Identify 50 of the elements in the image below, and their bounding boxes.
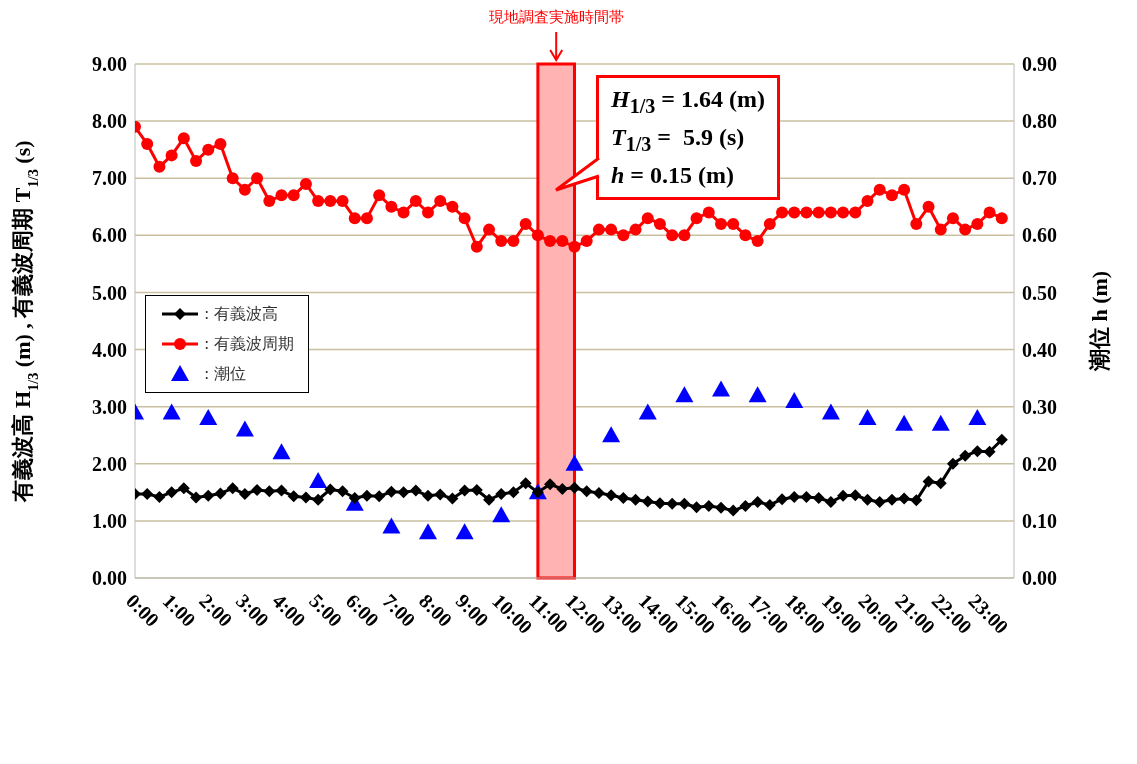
- legend-label: : 有義波高: [204, 303, 279, 325]
- point: [492, 506, 511, 523]
- y-tick-label: 6.00: [92, 224, 127, 247]
- point: [382, 517, 401, 534]
- y-tick-label: 8.00: [92, 110, 127, 133]
- y-tick-label: 7.00: [92, 167, 127, 190]
- point: [199, 409, 218, 426]
- point: [602, 426, 621, 443]
- y2-axis-title: 潮位 h (m): [1087, 270, 1112, 373]
- y2-tick-label: 0.80: [1022, 110, 1057, 133]
- point: [785, 391, 804, 408]
- y-tick-label: 4.00: [92, 338, 127, 361]
- y2-tick-label: 0.50: [1022, 281, 1057, 304]
- annotation: h = 0.15 (m): [611, 161, 735, 188]
- y-tick-label: 3.00: [92, 395, 127, 418]
- point: [235, 420, 254, 437]
- point: [309, 471, 328, 488]
- y2-tick-label: 0.60: [1022, 224, 1057, 247]
- point: [162, 403, 181, 420]
- y-tick-label: 0.00: [92, 567, 127, 590]
- point: [565, 454, 584, 471]
- point: [675, 386, 694, 403]
- point: [638, 403, 657, 420]
- band-label: 現地調査実施時間帯: [488, 8, 624, 26]
- y2-tick-label: 0.20: [1022, 452, 1057, 475]
- point: [272, 443, 291, 460]
- annotation: T$_{1/3}$ = 5.9 (s): [611, 123, 745, 155]
- point: [748, 386, 767, 403]
- point: [712, 380, 730, 397]
- point: [455, 523, 474, 540]
- annotation: H$_{1/3}$ = 1.64 (m): [611, 86, 765, 117]
- y-tick-label: 5.00: [92, 281, 127, 304]
- point: [858, 409, 877, 426]
- y2-tick-label: 0.00: [1022, 567, 1057, 590]
- y-tick-label: 9.00: [92, 53, 127, 76]
- point: [895, 414, 914, 431]
- y2-tick-label: 0.90: [1022, 53, 1057, 76]
- point: [821, 403, 840, 420]
- y-tick-label: 2.00: [92, 452, 127, 475]
- point: [419, 523, 437, 540]
- legend-label: : 潮位: [204, 363, 247, 385]
- y-tick-label: 1.00: [92, 509, 127, 532]
- y2-tick-label: 0.10: [1022, 509, 1057, 532]
- y2-tick-label: 0.30: [1022, 395, 1057, 418]
- legend-label: : 有義波周期: [204, 333, 295, 355]
- point: [931, 414, 950, 431]
- y2-tick-label: 0.40: [1022, 338, 1057, 361]
- y2-tick-label: 0.70: [1022, 167, 1057, 190]
- point: [968, 409, 987, 426]
- x-tick-label: 0:00: [121, 589, 164, 631]
